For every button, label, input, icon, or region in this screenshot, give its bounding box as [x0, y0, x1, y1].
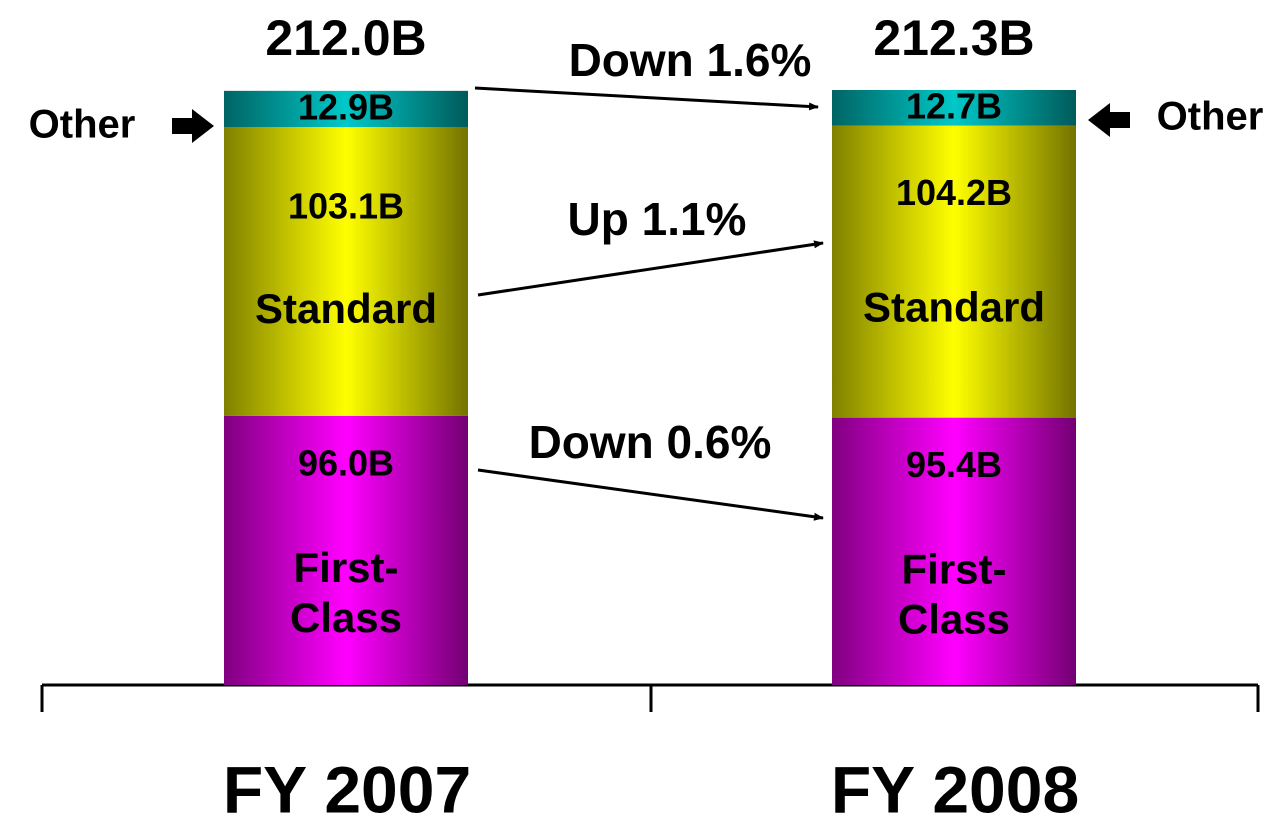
total-label: 212.3B — [873, 10, 1034, 66]
value-label: 12.7B — [906, 85, 1002, 126]
value-label: 96.0B — [298, 442, 394, 483]
arrows — [474, 86, 824, 521]
series-label: First-Class — [898, 546, 1010, 643]
arrow — [474, 86, 819, 111]
bar-segment — [224, 90, 468, 127]
arrow — [477, 240, 824, 297]
value-label: 12.9B — [298, 86, 394, 127]
value-label: 95.4B — [906, 444, 1002, 485]
x-tick-label: FY 2007 — [223, 752, 471, 823]
bar-segment — [224, 126, 468, 416]
x-tick-label: FY 2008 — [831, 752, 1079, 823]
annotation: Down 0.6% — [529, 416, 772, 468]
annotation: Down 1.6% — [569, 34, 812, 86]
x-axis — [40, 683, 1260, 712]
other-label-left: Other — [29, 103, 136, 147]
value-label: 104.2B — [896, 172, 1012, 213]
left-pointer — [172, 109, 214, 143]
bar-segment — [224, 415, 468, 685]
bar-segment — [832, 125, 1076, 418]
annotation: Up 1.1% — [568, 193, 747, 245]
series-label: Standard — [255, 285, 437, 332]
value-label: 103.1B — [288, 186, 404, 227]
bar-segment — [832, 417, 1076, 685]
bar-segment — [832, 90, 1076, 126]
arrow — [477, 468, 824, 521]
series-label: First-Class — [290, 544, 402, 641]
total-label: 212.0B — [265, 10, 426, 66]
right-pointer — [1088, 103, 1130, 137]
series-label: Standard — [863, 284, 1045, 331]
other-label-right: Other — [1157, 95, 1264, 139]
